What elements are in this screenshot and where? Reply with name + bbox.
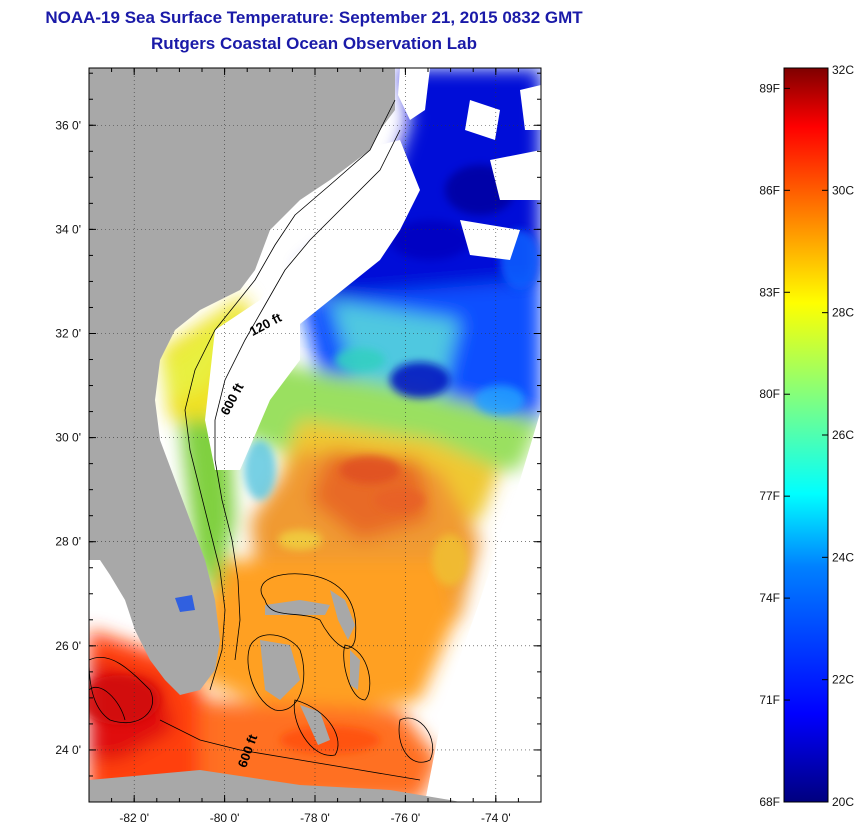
colorbar-label-c: 26C xyxy=(832,428,854,442)
lat-tick-label: 24 0' xyxy=(55,743,81,757)
sst-texture xyxy=(89,165,540,754)
colorbar xyxy=(783,67,829,803)
map-title: NOAA-19 Sea Surface Temperature: Septemb… xyxy=(45,8,583,27)
bathymetry-contours xyxy=(89,99,433,781)
colorbar-label-c: 20C xyxy=(832,795,854,809)
colorbar-label-f: 77F xyxy=(759,489,780,503)
colorbar-label-f: 68F xyxy=(759,795,780,809)
colorbar-label-c: 24C xyxy=(832,550,854,564)
lat-tick-label: 26 0' xyxy=(55,639,81,653)
colorbar-label-c: 22C xyxy=(832,673,854,687)
colorbar-label-f: 80F xyxy=(759,387,780,401)
cloud-mask xyxy=(89,68,541,802)
colorbar-label-f: 83F xyxy=(759,285,780,299)
lon-tick-label: -82 0' xyxy=(119,811,149,825)
lat-tick-label: 32 0' xyxy=(55,326,81,340)
colorbar-label-f: 86F xyxy=(759,183,780,197)
axis-tick-labels: -82 0' -80 0' -78 0' -76 0' -74 0' 24 0' 26 0'… xyxy=(55,118,510,825)
lat-tick-label: 34 0' xyxy=(55,222,81,236)
lat-tick-label: 28 0' xyxy=(55,535,81,549)
colorbar-label-c: 28C xyxy=(832,306,854,320)
graticule xyxy=(89,68,541,802)
lon-tick-label: -74 0' xyxy=(481,811,511,825)
lon-tick-label: -76 0' xyxy=(391,811,421,825)
lon-tick-label: -78 0' xyxy=(300,811,330,825)
colorbar-label-f: 71F xyxy=(759,693,780,707)
colorbar-label-f: 74F xyxy=(759,591,780,605)
sst-data-layer xyxy=(89,68,541,802)
axis-ticks xyxy=(88,68,542,803)
lon-tick-label: -80 0' xyxy=(210,811,240,825)
lat-tick-label: 36 0' xyxy=(55,118,81,132)
colorbar-label-c: 30C xyxy=(832,183,854,197)
colorbar-label-c: 32C xyxy=(832,63,854,77)
colorbar-labels: 32C 30C 28C 26C 24C 22C 20C 89F 86F 83F 80F 77F 74F 7… xyxy=(759,63,854,809)
colorbar-label-f: 89F xyxy=(759,81,780,95)
lat-tick-label: 30 0' xyxy=(55,431,81,445)
map-subtitle: Rutgers Coastal Ocean Observation Lab xyxy=(151,34,477,53)
